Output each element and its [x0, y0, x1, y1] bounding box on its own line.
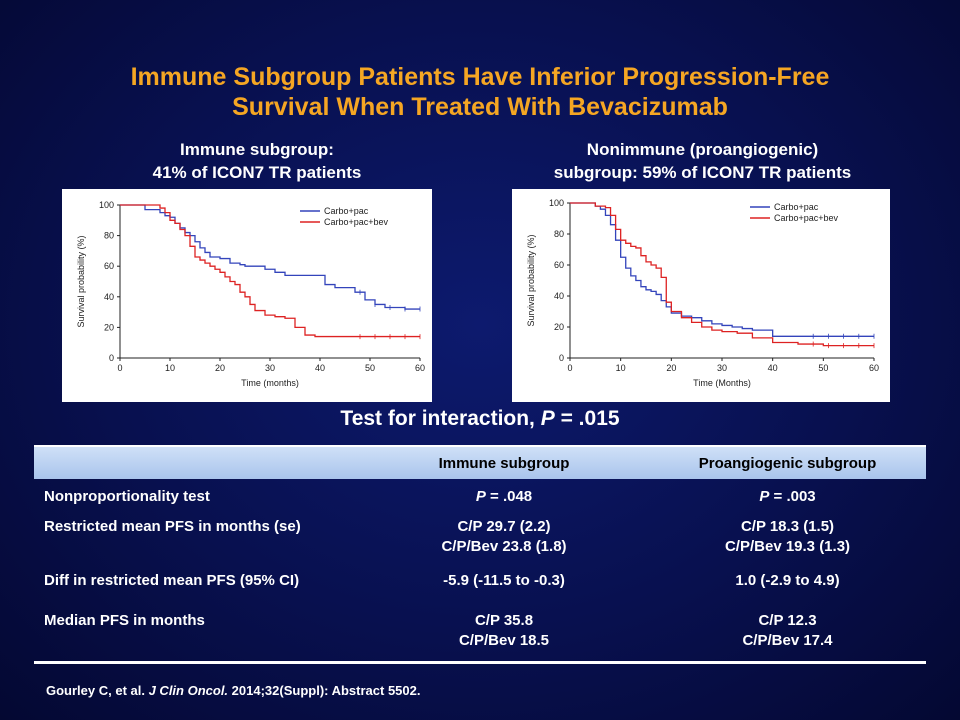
- km-chart-immune: 0 10 20 30 40 50 60 0 20 40 60 80 100 Time (months) Su…: [62, 189, 432, 402]
- row-label: Median PFS in months: [44, 612, 205, 629]
- interaction-prefix: Test for interaction,: [340, 407, 541, 430]
- y-axis-label: Survival probability (%): [76, 235, 86, 327]
- title-line-1: Immune Subgroup Patients Have Inferior P…: [130, 63, 830, 91]
- km-curve-carbo-pac: [570, 202, 874, 337]
- subtitle-immune-line-1: Immune subgroup:: [180, 140, 334, 159]
- legend-label: Carbo+pac: [774, 202, 819, 212]
- x-tick-label: 30: [717, 363, 727, 373]
- citation-authors: Gourley C, et al.: [46, 683, 149, 698]
- legend-label: Carbo+pac: [324, 206, 369, 216]
- cell-line: C/P 35.8: [474, 612, 534, 629]
- y-tick-label: 20: [104, 322, 114, 332]
- interaction-value: = .015: [554, 407, 620, 430]
- y-tick-label: 60: [104, 261, 114, 271]
- cell-line: C/P 12.3: [758, 612, 817, 629]
- row-label: Nonproportionality test: [44, 488, 210, 505]
- km-chart-immune-svg: 0 10 20 30 40 50 60 0 20 40 60 80 100 Time (months) Su…: [76, 200, 425, 388]
- table-row: Diff in restricted mean PFS (95% CI) -5.…: [34, 571, 926, 611]
- citation-journal: J Clin Oncol.: [148, 683, 229, 698]
- cell-proangiogenic: C/P 18.3 (1.5) C/P/Bev 19.3 (1.3): [649, 517, 926, 571]
- x-tick-label: 40: [768, 363, 778, 373]
- pfs-table: Immune subgroup Proangiogenic subgroup N…: [34, 445, 926, 664]
- citation-rest: 2014;32(Suppl): Abstract 5502.: [228, 683, 421, 698]
- y-tick-label: 60: [554, 260, 564, 270]
- y-tick-label: 0: [109, 353, 114, 363]
- table-header: Immune subgroup Proangiogenic subgroup: [34, 447, 926, 479]
- x-tick-label: 20: [666, 363, 676, 373]
- x-tick-label: 50: [365, 363, 375, 373]
- subtitle-immune-line-2: 41% of ICON7 TR patients: [152, 163, 362, 182]
- subtitle-immune: Immune subgroup: 41% of ICON7 TR patient…: [62, 138, 452, 184]
- header-immune: Immune subgroup: [438, 454, 570, 472]
- y-tick-label: 0: [559, 353, 564, 363]
- x-tick-label: 50: [818, 363, 828, 373]
- interaction-p: P: [540, 407, 555, 430]
- x-tick-label: 60: [869, 363, 879, 373]
- interaction-test: Test for interaction, P = .015: [0, 407, 960, 431]
- cell-proangiogenic: C/P 12.3 C/P/Bev 17.4: [649, 611, 926, 661]
- cell-immune: C/P 35.8 C/P/Bev 18.5: [359, 611, 649, 661]
- legend-label: Carbo+pac+bev: [324, 217, 389, 227]
- subtitle-nonimmune: Nonimmune (proangiogenic) subgroup: 59% …: [505, 138, 900, 184]
- x-tick-label: 40: [315, 363, 325, 373]
- y-tick-label: 40: [554, 291, 564, 301]
- km-chart-proangiogenic-svg: 0 10 20 30 40 50 60 0 20 40 60 80 100 Time (Months) Su…: [526, 198, 879, 388]
- cell-immune: P = .048: [359, 487, 649, 517]
- subtitle-nonimmune-line-1: Nonimmune (proangiogenic): [586, 140, 819, 159]
- x-tick-label: 10: [616, 363, 626, 373]
- table-row: Median PFS in months C/P 35.8 C/P/Bev 18.…: [34, 611, 926, 661]
- x-axis-label: Time (months): [241, 378, 299, 388]
- cell-immune: -5.9 (-11.5 to -0.3): [443, 572, 565, 589]
- table-row: Nonproportionality test P = .048 P = .00…: [34, 487, 926, 517]
- km-curve-carbo-pac-bev: [120, 204, 420, 338]
- x-tick-label: 20: [215, 363, 225, 373]
- x-tick-label: 0: [117, 363, 122, 373]
- km-chart-proangiogenic: 0 10 20 30 40 50 60 0 20 40 60 80 100 Time (Months) Su…: [512, 189, 890, 402]
- x-tick-label: 10: [165, 363, 175, 373]
- km-curve-carbo-pac: [120, 204, 420, 310]
- y-axis-label: Survival probability (%): [526, 234, 536, 326]
- cell-proangiogenic: P = .003: [649, 487, 926, 517]
- p-symbol: P: [475, 488, 486, 505]
- legend-label: Carbo+pac+bev: [774, 213, 839, 223]
- y-tick-label: 80: [554, 229, 564, 239]
- cell-line: C/P 18.3 (1.5): [740, 518, 835, 535]
- citation: Gourley C, et al. J Clin Oncol. 2014;32(…: [46, 683, 421, 698]
- cell-line: C/P/Bev 18.5: [458, 632, 550, 649]
- cell-immune: C/P 29.7 (2.2) C/P/Bev 23.8 (1.8): [359, 517, 649, 571]
- header-proangiogenic: Proangiogenic subgroup: [698, 454, 877, 472]
- cell-line: C/P/Bev 19.3 (1.3): [724, 538, 851, 555]
- p-value: = .003: [769, 488, 816, 505]
- subtitle-nonimmune-line-2: subgroup: 59% of ICON7 TR patients: [553, 163, 852, 182]
- y-tick-label: 80: [104, 231, 114, 241]
- x-axis-label: Time (Months): [693, 378, 751, 388]
- x-tick-label: 60: [415, 363, 425, 373]
- slide-title: Immune Subgroup Patients Have Inferior P…: [0, 62, 960, 122]
- x-tick-label: 0: [567, 363, 572, 373]
- cell-line: C/P/Bev 23.8 (1.8): [441, 538, 567, 555]
- row-label: Restricted mean PFS in months (se): [44, 518, 301, 535]
- p-value: = .048: [485, 488, 533, 505]
- row-label: Diff in restricted mean PFS (95% CI): [44, 572, 300, 589]
- p-symbol: P: [759, 488, 770, 505]
- cell-line: C/P 29.7 (2.2): [457, 518, 551, 535]
- cell-line: C/P/Bev 17.4: [742, 632, 833, 649]
- y-tick-label: 100: [549, 198, 564, 208]
- x-tick-label: 30: [265, 363, 275, 373]
- table-row: Restricted mean PFS in months (se) C/P 2…: [34, 517, 926, 571]
- title-line-2: Survival When Treated With Bevacizumab: [232, 93, 728, 121]
- cell-proangiogenic: 1.0 (-2.9 to 4.9): [735, 572, 840, 589]
- y-tick-label: 20: [554, 322, 564, 332]
- y-tick-label: 100: [99, 200, 114, 210]
- y-tick-label: 40: [104, 292, 114, 302]
- km-curve-carbo-pac-bev: [570, 202, 874, 347]
